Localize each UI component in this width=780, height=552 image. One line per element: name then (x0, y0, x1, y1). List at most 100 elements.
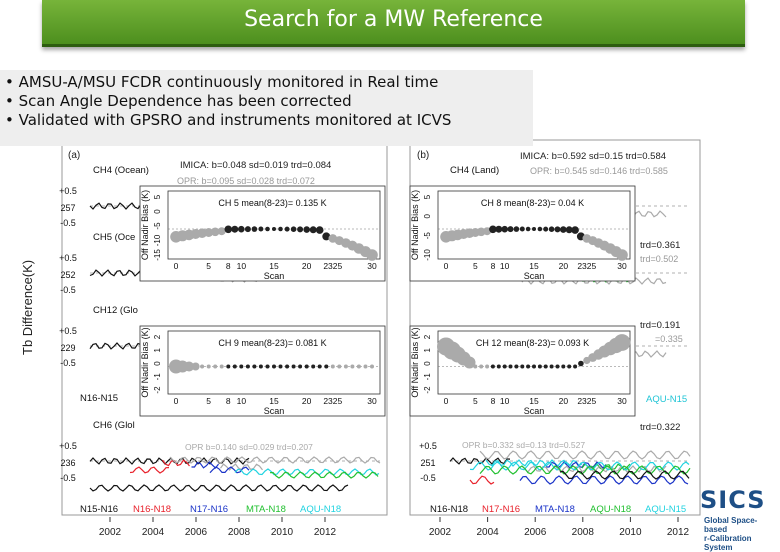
bullet-2: • Scan Angle Dependence has been correct… (5, 92, 352, 110)
inset-point (309, 226, 317, 234)
inset-title: CH 8 mean(8-23)= 0.04 K (481, 198, 584, 208)
inset-point (507, 226, 514, 233)
inset-point (555, 364, 560, 369)
inset-point (231, 225, 239, 233)
inset-point (537, 226, 543, 232)
inset-point (548, 226, 555, 232)
inset-ytick: 1 (423, 347, 432, 352)
strip-tick: -0.5 (60, 285, 76, 295)
inset-point (337, 364, 342, 369)
inset-point (525, 226, 531, 232)
inset-point (537, 364, 542, 369)
panel-b-label: (b) (417, 150, 429, 161)
inset-point (613, 334, 631, 351)
bullet-box: • AMSU-A/MSU FCDR continuously monitored… (0, 70, 533, 146)
inset-point (501, 225, 509, 233)
inset-ytick: -1 (423, 373, 432, 381)
inset-point (543, 364, 548, 369)
ch6-series-line (89, 484, 349, 492)
right-stats-2: OPR: b=0.545 sd=0.146 trd=0.585 (530, 166, 668, 176)
inset-ylabel: Off Nadir Bias (K) (410, 190, 420, 260)
inset-xtick: 2325 (323, 261, 342, 271)
inset-point (284, 226, 290, 232)
year-label: 2010 (271, 527, 294, 538)
inset-point (532, 364, 536, 369)
legend-left: N15-N16 N16-N18 N17-N16 MTA-N18 AQU-N18 (80, 504, 341, 515)
strip-series-line (89, 457, 250, 465)
right-trd-1b: trd=0.502 (640, 254, 678, 264)
left-stats-2: OPR: b=0.095 sd=0.028 trd=0.072 (177, 176, 315, 186)
strip-tick: +0.5 (59, 253, 77, 263)
strip-channel-label: CH4 (Land) (450, 165, 499, 176)
inset-point (502, 364, 507, 369)
legend-entry: N17-N16 (482, 504, 520, 515)
bullet-1: • AMSU-A/MSU FCDR continuously monitored… (5, 73, 439, 91)
ch6-right-series-line (519, 475, 689, 485)
inset-title: CH 12 mean(8-23)= 0.093 K (476, 338, 589, 348)
legend-entry: AQU-N18 (300, 504, 341, 515)
strip-tick: +0.5 (59, 186, 77, 196)
inset-point (463, 356, 476, 369)
inset-point (561, 364, 566, 369)
figure: (a) (b) Tb Difference(K) IMICA: b=0.048 … (20, 139, 701, 538)
inset-xtick: 30 (367, 261, 377, 271)
inset-xtick: 30 (617, 261, 627, 271)
inset-ylabel: Off Nadir Bias (K) (140, 190, 150, 260)
inset-ytick: 0 (153, 209, 162, 214)
year-label: 2010 (619, 527, 642, 538)
year-label: 2012 (667, 527, 690, 538)
strip-tick: +0.5 (59, 326, 77, 336)
strip-channel-label: CH4 (Ocean) (93, 165, 149, 176)
insets: CH 5 mean(8-23)= 0.135 K Off Nadir Bias (… (139, 185, 636, 417)
inset-point (356, 364, 361, 369)
y-axis-label: Tb Difference(K) (20, 260, 35, 355)
x-axis-years-left: 2002 2004 2006 2008 2010 2012 (99, 517, 337, 538)
inset-panel: CH 8 mean(8-23)= 0.04 K Off Nadir Bias (K… (409, 185, 636, 282)
strip-channel-label: CH12 (Glo (93, 305, 138, 316)
inset-xtick: 15 (529, 396, 539, 406)
legend-right: N16-N18 N17-N16 MTA-N18 AQU-N18 AQU-N15 (430, 504, 686, 515)
inset-plot-area (437, 330, 631, 395)
inset-point (549, 364, 554, 369)
inset-point (238, 225, 245, 233)
inset-point (258, 364, 263, 369)
inset-xtick: 20 (559, 261, 569, 271)
inset-point (520, 364, 525, 369)
inset-point (560, 226, 567, 233)
inset-point (200, 364, 205, 369)
legend-entry: AQU-N15 (645, 504, 686, 515)
bullet-3: • Validated with GPSRO and instruments m… (5, 111, 452, 129)
ch6-series-line (209, 466, 250, 474)
ch6-right-series-line (469, 475, 495, 485)
inset-point (245, 364, 250, 369)
inset-point (343, 364, 348, 369)
inset-ytick: 0 (153, 361, 162, 366)
strip-tick: 236 (60, 458, 75, 468)
legend-entry: MTA-N18 (535, 504, 575, 515)
inset-title: CH 9 mean(8-23)= 0.081 K (218, 338, 326, 348)
inset-xtick: 10 (237, 261, 247, 271)
strip-channel-label: CH6 (Glol (93, 420, 135, 431)
inset-panel: CH 9 mean(8-23)= 0.081 K Off Nadir Bias (… (139, 325, 386, 417)
inset-ytick: 2 (153, 334, 162, 339)
inset-xtick: 5 (206, 261, 211, 271)
inset-ytick: -2 (423, 386, 432, 394)
ch6-right-series-line (479, 465, 691, 475)
inset-point (219, 364, 224, 369)
strip-tick: 257 (60, 203, 75, 213)
inset-point (304, 364, 309, 369)
inset-xtick: 15 (269, 396, 279, 406)
ch6-right-series-line (469, 461, 690, 471)
ch6-right-series-line (559, 470, 690, 480)
legend-entry: AQU-N18 (590, 504, 631, 515)
gsics-sub-2: r-Calibration System (704, 534, 752, 552)
inset-ytick: 0 (423, 361, 432, 366)
year-label: 2006 (185, 527, 208, 538)
x-axis-years-right: 2002 2004 2006 2008 2010 2012 (429, 517, 690, 538)
strip-tick: 251 (420, 458, 435, 468)
inset-point (265, 364, 270, 369)
year-label: 2002 (99, 527, 122, 538)
inset-point (363, 364, 368, 369)
inset-point (278, 226, 283, 232)
pair-n16-n15: N16-N15 (80, 393, 118, 404)
